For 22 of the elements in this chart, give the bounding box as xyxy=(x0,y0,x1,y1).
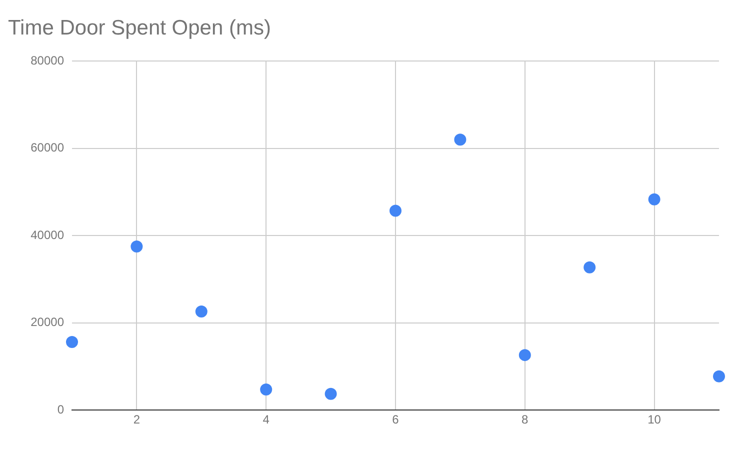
point xyxy=(195,305,208,318)
chart-title: Time Door Spent Open (ms) xyxy=(8,16,271,40)
x-tick-label: 10 xyxy=(648,412,662,427)
y-tick-label: 40000 xyxy=(30,228,64,242)
y-tick-label: 20000 xyxy=(30,315,64,330)
x-tick-label: 4 xyxy=(262,412,270,427)
x-tick-label: 8 xyxy=(522,412,529,427)
y-tick-label: 60000 xyxy=(30,140,64,155)
point xyxy=(584,261,596,274)
x-tick-label: 2 xyxy=(133,412,140,427)
point xyxy=(390,204,402,217)
point xyxy=(648,193,660,206)
point xyxy=(324,388,337,400)
point xyxy=(454,134,466,146)
point xyxy=(66,336,78,348)
point xyxy=(260,384,272,396)
point xyxy=(130,240,143,252)
point xyxy=(713,370,725,382)
y-tick-label: 80000 xyxy=(30,54,64,68)
point xyxy=(518,349,531,362)
x-tick-label: 6 xyxy=(392,412,400,427)
y-tick-label: 0 xyxy=(57,402,64,416)
